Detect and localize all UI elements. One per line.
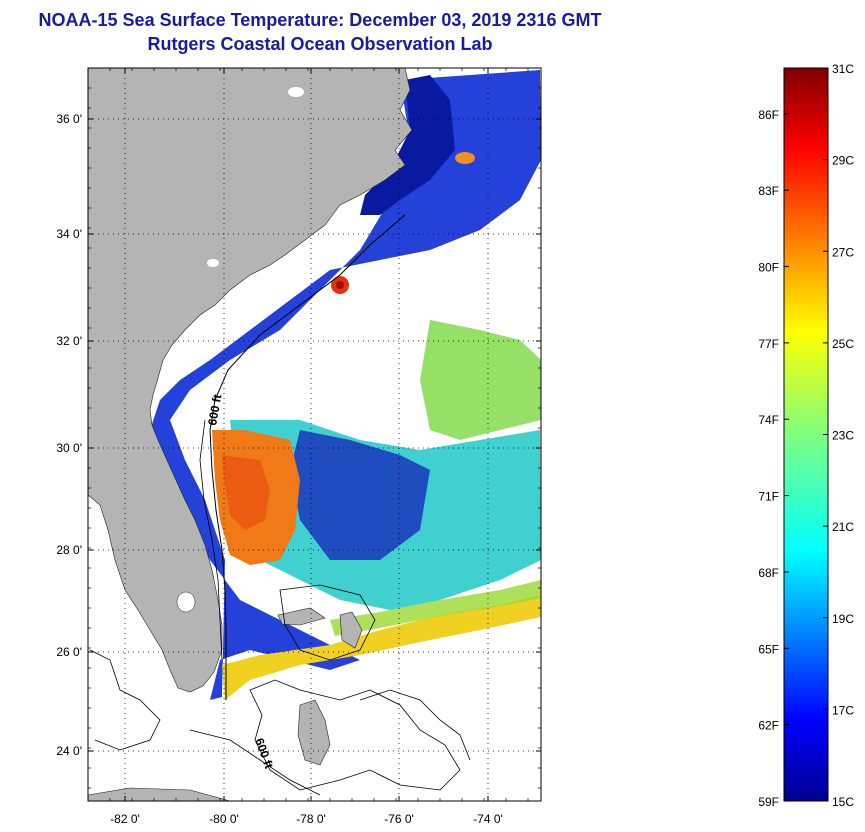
sst-gulf-stream-core [222,455,270,530]
latitude-tick-labels: 36 0' 34 0' 32 0' 30 0' 28 0' 26 0' 24 0' [56,112,82,758]
sst-southern-band [222,595,541,700]
lat-tick-label: 32 0' [56,334,82,348]
colorbar-fahrenheit-label: 62F [758,719,779,733]
longitude-tick-labels: -82 0' -80 0' -78 0' -76 0' -74 0' [110,812,503,826]
colorbar-fahrenheit-label: 77F [758,337,779,351]
contour-600ft-shelf [209,214,406,700]
land-bahamas-andros [297,699,331,766]
colorbar-celsius-label: 15C [832,795,854,809]
colorbar-celsius-label: 17C [832,703,854,717]
sst-warm-spot-north [455,152,475,164]
land-grand-bahama [277,607,326,626]
colorbar-celsius-label: 31C [832,62,854,76]
lat-tick-label: 28 0' [56,543,82,557]
lat-tick-label: 30 0' [56,441,82,455]
colorbar-celsius-labels: 31C 29C 27C 25C 23C 21C 19C 17C 15C [823,62,854,809]
land-cuba-edge [88,787,231,801]
lon-tick-label: -80 0' [209,812,239,826]
colorbar-celsius-label: 19C [832,612,854,626]
lon-tick-label: -76 0' [384,812,414,826]
land-us-southeast [88,68,413,693]
colorbar-fahrenheit-label: 65F [758,642,779,656]
lat-tick-label: 36 0' [56,112,82,126]
colorbar-celsius-label: 27C [832,245,854,259]
colorbar-celsius-label: 29C [832,154,854,168]
lat-tick-label: 24 0' [56,744,82,758]
contour-label-600ft-north: 600 ft [205,393,224,426]
colorbar-fahrenheit-label: 74F [758,413,779,427]
map-title: NOAA-15 Sea Surface Temperature: Decembe… [38,10,602,30]
colorbar-fahrenheit-labels: 86F 83F 80F 77F 74F 71F 68F 65F 62F 59F [758,108,789,809]
colorbar-gradient [783,67,829,802]
lat-tick-label: 34 0' [56,227,82,241]
colorbar-celsius-label: 21C [832,520,854,534]
colorbar-celsius-label: 23C [832,429,854,443]
sst-swath-cool [150,70,541,700]
colorbar-fahrenheit-label: 80F [758,261,779,275]
lat-tick-label: 26 0' [56,645,82,659]
colorbar-fahrenheit-label: 71F [758,490,779,504]
graticule [87,67,541,801]
land-bahamas-abaco [339,611,363,649]
sst-swath-green [420,320,541,440]
lon-tick-label: -82 0' [110,812,140,826]
colorbar-fahrenheit-label: 83F [758,184,779,198]
contour-shelf-inner [199,419,223,661]
lake-okeechobee [176,591,196,613]
map-frame [87,67,542,802]
map-subtitle: Rutgers Coastal Ocean Observation Lab [147,34,493,54]
colorbar-celsius-label: 25C [832,337,854,351]
colorbar-fahrenheit-label: 68F [758,566,779,580]
lon-tick-label: -74 0' [473,812,503,826]
colorbar-fahrenheit-label: 59F [758,795,779,809]
colorbar-fahrenheit-label: 86F [758,108,779,122]
lon-tick-label: -78 0' [296,812,326,826]
sst-swath-deep [290,430,430,560]
